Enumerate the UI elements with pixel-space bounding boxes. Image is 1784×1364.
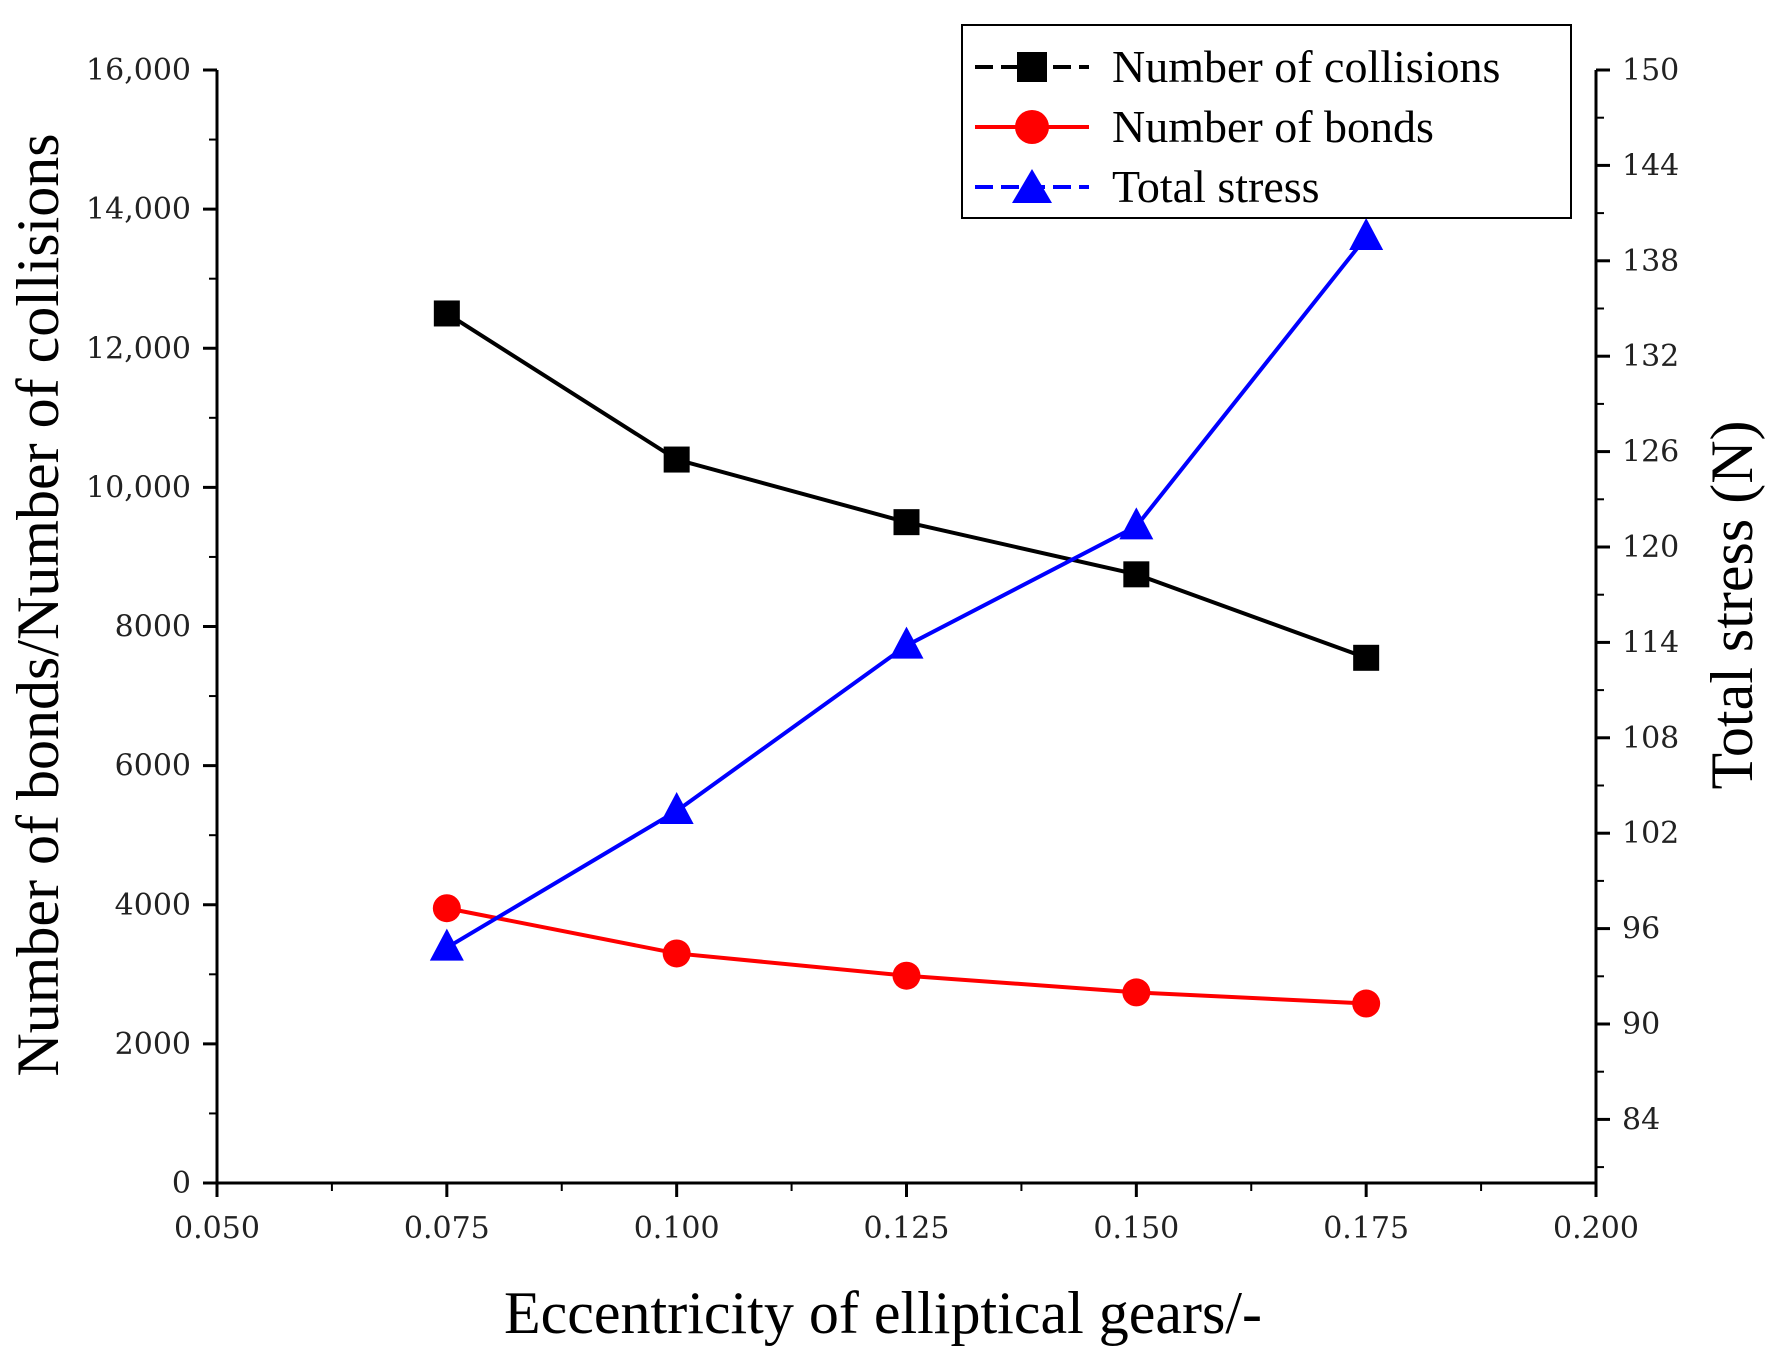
left-axis: 0 2000 4000 6000 8000 10,000 12,000 14,000 16,00… [86,53,217,1201]
data-point [663,446,690,473]
right-tick-label: 132 [1622,339,1679,374]
data-point [662,939,691,968]
legend-square-marker [1017,52,1047,82]
data-point [1349,217,1384,250]
legend-entry-bonds: Number of bonds [975,101,1434,152]
right-tick-label: 90 [1622,1007,1660,1042]
x-tick-label: 0.175 [1323,1211,1409,1246]
left-tick-label: 10,000 [86,470,191,505]
right-tick-label: 144 [1622,148,1679,183]
series-layer [429,217,1384,1018]
legend-label-collisions: Number of collisions [1112,41,1500,92]
left-tick-label: 14,000 [86,192,191,227]
series-line-number-of-collisions [445,311,1367,660]
x-tick-label: 0.100 [634,1211,720,1246]
left-tick-label: 2000 [115,1027,191,1062]
right-tick-label: 96 [1622,912,1660,947]
x-axis: 0.050 0.075 0.100 0.125 0.150 0.175 0.200 [174,1183,1639,1246]
data-point [1353,644,1380,671]
data-point [1119,507,1154,540]
data-point [889,626,924,659]
series-number-of-bonds [432,894,1381,1018]
left-tick-label: 16,000 [86,53,191,88]
right-tick-label: 108 [1622,721,1679,756]
data-point [659,791,694,824]
right-axis: 84 90 96 102 108 114 120 126 132 138 144 150 [1596,53,1679,1169]
right-tick-label: 114 [1622,625,1679,660]
legend: Number of collisions Number of bonds Tot… [961,24,1572,219]
left-tick-label: 8000 [115,610,191,645]
right-tick-label: 126 [1622,435,1679,470]
data-point [1352,989,1381,1018]
x-tick-label: 0.075 [404,1211,490,1246]
legend-entry-stress: Total stress [975,161,1320,212]
left-tick-label: 12,000 [86,331,191,366]
left-tick-label: 0 [172,1166,191,1201]
data-point [433,300,460,327]
left-tick-label: 4000 [115,888,191,923]
x-tick-label: 0.125 [864,1211,950,1246]
series-number-of-collisions [433,300,1380,671]
right-axis-title: Total stress (N) [1699,420,1765,789]
right-tick-label: 102 [1622,816,1679,851]
data-point [892,961,921,990]
plot-frame [215,70,1598,1185]
left-axis-title: Number of bonds/Number of collisions [5,133,71,1076]
series-total-stress [429,217,1384,961]
data-point [1123,561,1150,588]
data-point [429,928,464,961]
legend-entry-collisions: Number of collisions [975,41,1500,92]
data-point [432,894,461,923]
legend-circle-marker [1015,110,1049,144]
x-tick-label: 0.150 [1093,1211,1179,1246]
x-tick-label: 0.050 [174,1211,260,1246]
series-line-total-stress [445,235,1368,950]
right-tick-label: 138 [1622,244,1679,279]
legend-triangle-marker [1012,169,1052,203]
data-point [893,509,920,536]
right-tick-label: 84 [1622,1102,1660,1137]
right-tick-label: 150 [1622,53,1679,88]
right-tick-label: 120 [1622,530,1679,565]
x-axis-title: Eccentricity of elliptical gears/- [504,1280,1262,1346]
legend-label-stress: Total stress [1112,161,1320,212]
x-tick-label: 0.200 [1553,1211,1639,1246]
legend-label-bonds: Number of bonds [1112,101,1434,152]
left-tick-label: 6000 [115,749,191,784]
data-point [1122,978,1151,1007]
